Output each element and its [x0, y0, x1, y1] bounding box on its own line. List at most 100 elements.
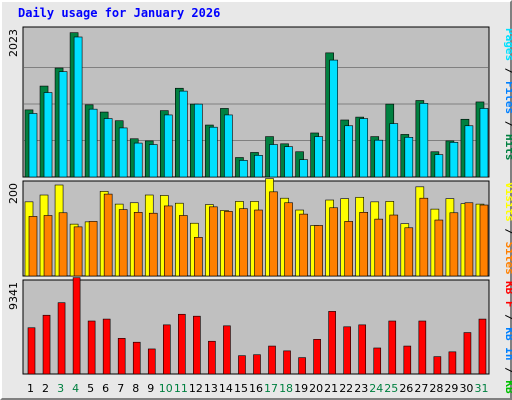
x-tick-label-day-7: 7 — [117, 382, 124, 395]
bar-top-pages-day-16 — [254, 155, 263, 178]
x-tick-label-day-23: 23 — [354, 382, 368, 395]
legend-item: KB In — [503, 327, 512, 360]
x-tick-label-day-29: 29 — [444, 382, 458, 395]
bar-top-pages-day-13 — [209, 126, 218, 178]
legend-item: Sites — [503, 242, 512, 275]
x-tick-label-day-3: 3 — [57, 382, 64, 395]
bar-bottom-kb-f-day-16 — [253, 354, 261, 375]
x-tick-label-day-8: 8 — [132, 382, 139, 395]
bar-bottom-kb-f-day-22 — [343, 326, 351, 375]
legend-item: Pages — [503, 28, 512, 61]
bar-middle-sites-day-27 — [419, 197, 429, 277]
bar-top-pages-day-22 — [344, 125, 353, 178]
legend-item: Visits — [503, 182, 512, 222]
x-tick-label-day-15: 15 — [234, 382, 248, 395]
bar-bottom-kb-f-day-9 — [147, 348, 156, 375]
legend-item: KB F — [503, 281, 512, 308]
bar-bottom-kb-f-day-19 — [298, 357, 306, 375]
bar-top-pages-day-2 — [43, 92, 53, 178]
bar-top-pages-day-29 — [449, 142, 459, 178]
x-tick-label-day-10: 10 — [159, 382, 173, 395]
bar-middle-sites-day-18 — [284, 202, 293, 277]
bar-middle-sites-day-13 — [209, 206, 218, 277]
bar-middle-sites-day-20 — [314, 225, 323, 277]
x-tick-label-day-5: 5 — [87, 382, 94, 395]
bar-top-pages-day-20 — [314, 136, 323, 178]
bar-top-pages-day-17 — [269, 144, 278, 178]
bar-bottom-kb-f-day-17 — [268, 345, 276, 375]
bar-top-pages-day-6 — [103, 118, 113, 178]
chart-title: Daily usage for January 2026 — [18, 6, 221, 20]
bar-bottom-kb-f-day-26 — [403, 345, 412, 375]
x-tick-label-day-12: 12 — [189, 382, 203, 395]
bar-middle-sites-day-26 — [404, 227, 414, 277]
bar-bottom-kb-f-day-18 — [283, 350, 291, 375]
x-tick-label-day-27: 27 — [414, 382, 428, 395]
bar-top-pages-day-28 — [434, 154, 444, 178]
x-tick-label-day-6: 6 — [102, 382, 109, 395]
bar-middle-sites-day-29 — [449, 212, 459, 277]
bar-bottom-kb-f-day-12 — [193, 315, 201, 375]
x-tick-label-day-18: 18 — [279, 382, 293, 395]
panel-top-ymax-label: 2023 — [7, 29, 20, 57]
bar-top-pages-day-27 — [419, 103, 429, 178]
bar-top-pages-day-11 — [179, 90, 188, 178]
x-tick-label-day-14: 14 — [219, 382, 233, 395]
bar-top-pages-day-10 — [163, 114, 173, 178]
bar-top-pages-day-23 — [359, 118, 369, 178]
bar-bottom-kb-f-day-20 — [313, 339, 321, 375]
bar-middle-sites-day-4 — [73, 226, 83, 277]
x-tick-label-day-16: 16 — [249, 382, 263, 395]
bar-bottom-kb-f-day-3 — [57, 302, 66, 375]
bar-top-pages-day-21 — [329, 59, 338, 178]
bar-middle-sites-day-2 — [43, 215, 53, 277]
x-tick-label-day-13: 13 — [204, 382, 218, 395]
bar-top-pages-day-5 — [88, 108, 98, 178]
bar-middle-sites-day-5 — [88, 221, 98, 277]
bar-bottom-kb-f-day-31 — [478, 318, 487, 375]
bar-middle-sites-day-21 — [329, 207, 338, 277]
bar-top-pages-day-18 — [284, 146, 293, 178]
x-tick-label-day-28: 28 — [429, 382, 443, 395]
x-tick-label-day-22: 22 — [339, 382, 353, 395]
bar-bottom-kb-f-day-8 — [132, 341, 141, 375]
bar-bottom-kb-f-day-30 — [463, 332, 472, 375]
bar-top-pages-day-15 — [239, 160, 248, 178]
bar-middle-sites-day-14 — [224, 211, 233, 277]
legend-item: / — [503, 222, 512, 242]
bar-bottom-kb-f-day-15 — [238, 355, 246, 375]
bar-top-pages-day-14 — [224, 114, 233, 178]
x-tick-label-day-9: 9 — [147, 382, 154, 395]
x-tick-label-day-11: 11 — [174, 382, 188, 395]
legend-item: / — [503, 308, 512, 328]
bar-middle-sites-day-23 — [359, 212, 369, 277]
bar-top-pages-day-31 — [479, 108, 489, 178]
bar-bottom-kb-f-day-5 — [87, 320, 96, 375]
panel-middle-legend: Visits / Sites — [503, 182, 512, 275]
x-tick-label-day-30: 30 — [459, 382, 473, 395]
bar-middle-sites-day-15 — [239, 208, 248, 277]
bar-middle-sites-day-17 — [269, 191, 278, 277]
bar-top-pages-day-26 — [404, 137, 414, 178]
bar-top-pages-day-30 — [464, 125, 474, 178]
bar-top-pages-day-8 — [133, 142, 143, 178]
legend-item: KB Out — [503, 380, 512, 400]
bar-middle-sites-day-9 — [148, 212, 158, 277]
bar-middle-sites-day-1 — [28, 216, 38, 277]
bar-middle-sites-day-22 — [344, 221, 353, 277]
bar-top-pages-day-9 — [148, 144, 158, 178]
legend-item: Hits — [503, 134, 512, 161]
bar-middle-sites-day-7 — [118, 209, 128, 277]
bar-bottom-kb-f-day-27 — [418, 320, 427, 375]
bar-top-pages-day-12 — [194, 103, 203, 178]
bar-bottom-kb-f-day-6 — [102, 318, 111, 375]
bar-bottom-kb-f-day-10 — [162, 324, 171, 375]
bar-bottom-kb-f-day-2 — [42, 314, 51, 375]
bar-bottom-kb-f-day-21 — [328, 311, 336, 375]
bar-middle-sites-day-19 — [299, 213, 308, 277]
bar-middle-sites-day-30 — [464, 202, 474, 277]
x-tick-label-day-20: 20 — [309, 382, 323, 395]
x-tick-label-day-31: 31 — [474, 382, 488, 395]
x-tick-label-day-25: 25 — [384, 382, 398, 395]
